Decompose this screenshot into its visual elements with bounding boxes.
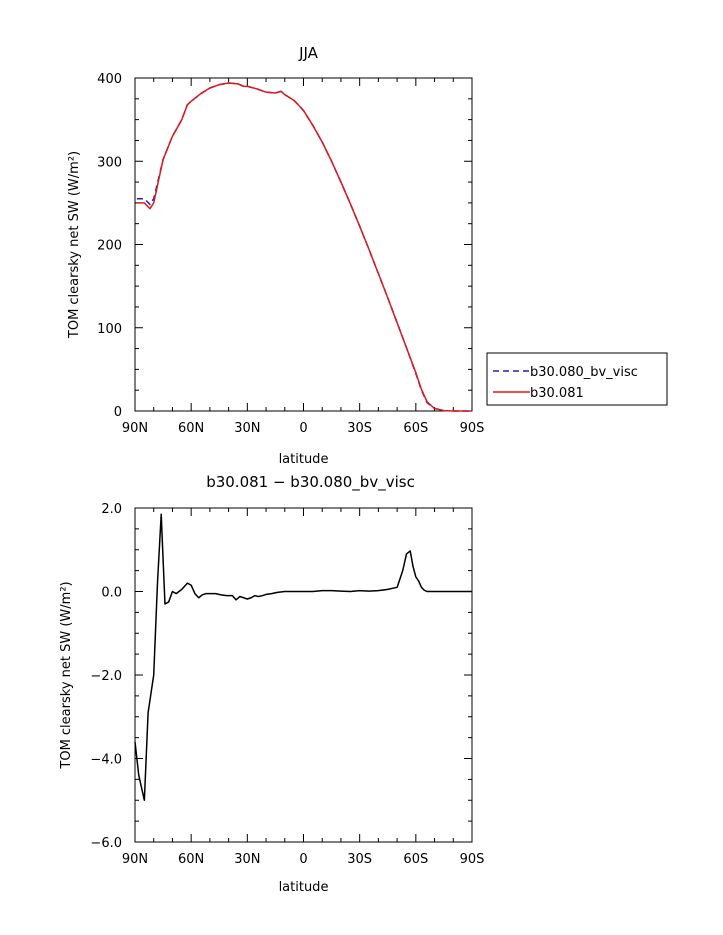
legend-label: b30.081 xyxy=(530,386,584,401)
y-tick-label: 0.0 xyxy=(101,586,122,601)
x-tick-label: 60N xyxy=(178,421,204,436)
x-tick-label: 90N xyxy=(122,852,148,867)
difference-line xyxy=(134,513,472,801)
plot-frame xyxy=(134,77,473,412)
legend-label: b30.080_bv_visc xyxy=(530,365,638,380)
x-tick-label: 30S xyxy=(347,421,372,436)
y-tick-label: 200 xyxy=(97,239,122,254)
chart-title: b30.081 − b30.080_bv_visc xyxy=(206,473,415,492)
x-tick-label: 60S xyxy=(403,421,428,436)
top-panel-jja: 90N 60N 30N 0 30S 60S 90S 0 100 200 300 400 JJA latit… xyxy=(67,44,484,467)
legend-box xyxy=(486,352,668,406)
x-tick-label: 30N xyxy=(234,421,260,436)
legend: b30.080_bv_visc b30.081 xyxy=(486,352,668,406)
y-axis-label: TOM clearsky net SW (W/m²) xyxy=(59,581,74,769)
y-tick-label: −2.0 xyxy=(90,669,122,684)
x-tick-label: 90S xyxy=(460,421,485,436)
x-tick-label: 90S xyxy=(460,852,485,867)
x-tick-label: 30S xyxy=(347,852,372,867)
y-axis-label: TOM clearsky net SW (W/m²) xyxy=(67,151,82,339)
x-tick-label: 30N xyxy=(234,852,260,867)
y-tick-label: 300 xyxy=(97,155,122,170)
plot-frame xyxy=(134,507,473,843)
x-axis-label: latitude xyxy=(279,880,329,895)
y-tick-label: 2.0 xyxy=(101,502,122,517)
x-tick-label: 0 xyxy=(299,852,307,867)
x-tick-label: 60N xyxy=(178,852,204,867)
series-line-b30-080-bv-visc xyxy=(136,82,471,412)
x-tick-label: 90N xyxy=(122,421,148,436)
chart-title: JJA xyxy=(298,44,319,62)
x-axis-label: latitude xyxy=(279,452,329,467)
y-tick-label: 400 xyxy=(97,72,122,87)
y-tick-label: 100 xyxy=(97,322,122,337)
bottom-panel-difference: 90N 60N 30N 0 30S 60S 90S −6.0 −4.0 −2.0 0.0 2.0 b30… xyxy=(59,473,484,895)
x-tick-label: 0 xyxy=(299,421,307,436)
series-line-b30-081 xyxy=(136,82,471,412)
x-tick-label: 60S xyxy=(403,852,428,867)
y-tick-label: −6.0 xyxy=(90,836,122,851)
y-tick-label: −4.0 xyxy=(90,753,122,768)
y-tick-label: 0 xyxy=(114,405,122,420)
